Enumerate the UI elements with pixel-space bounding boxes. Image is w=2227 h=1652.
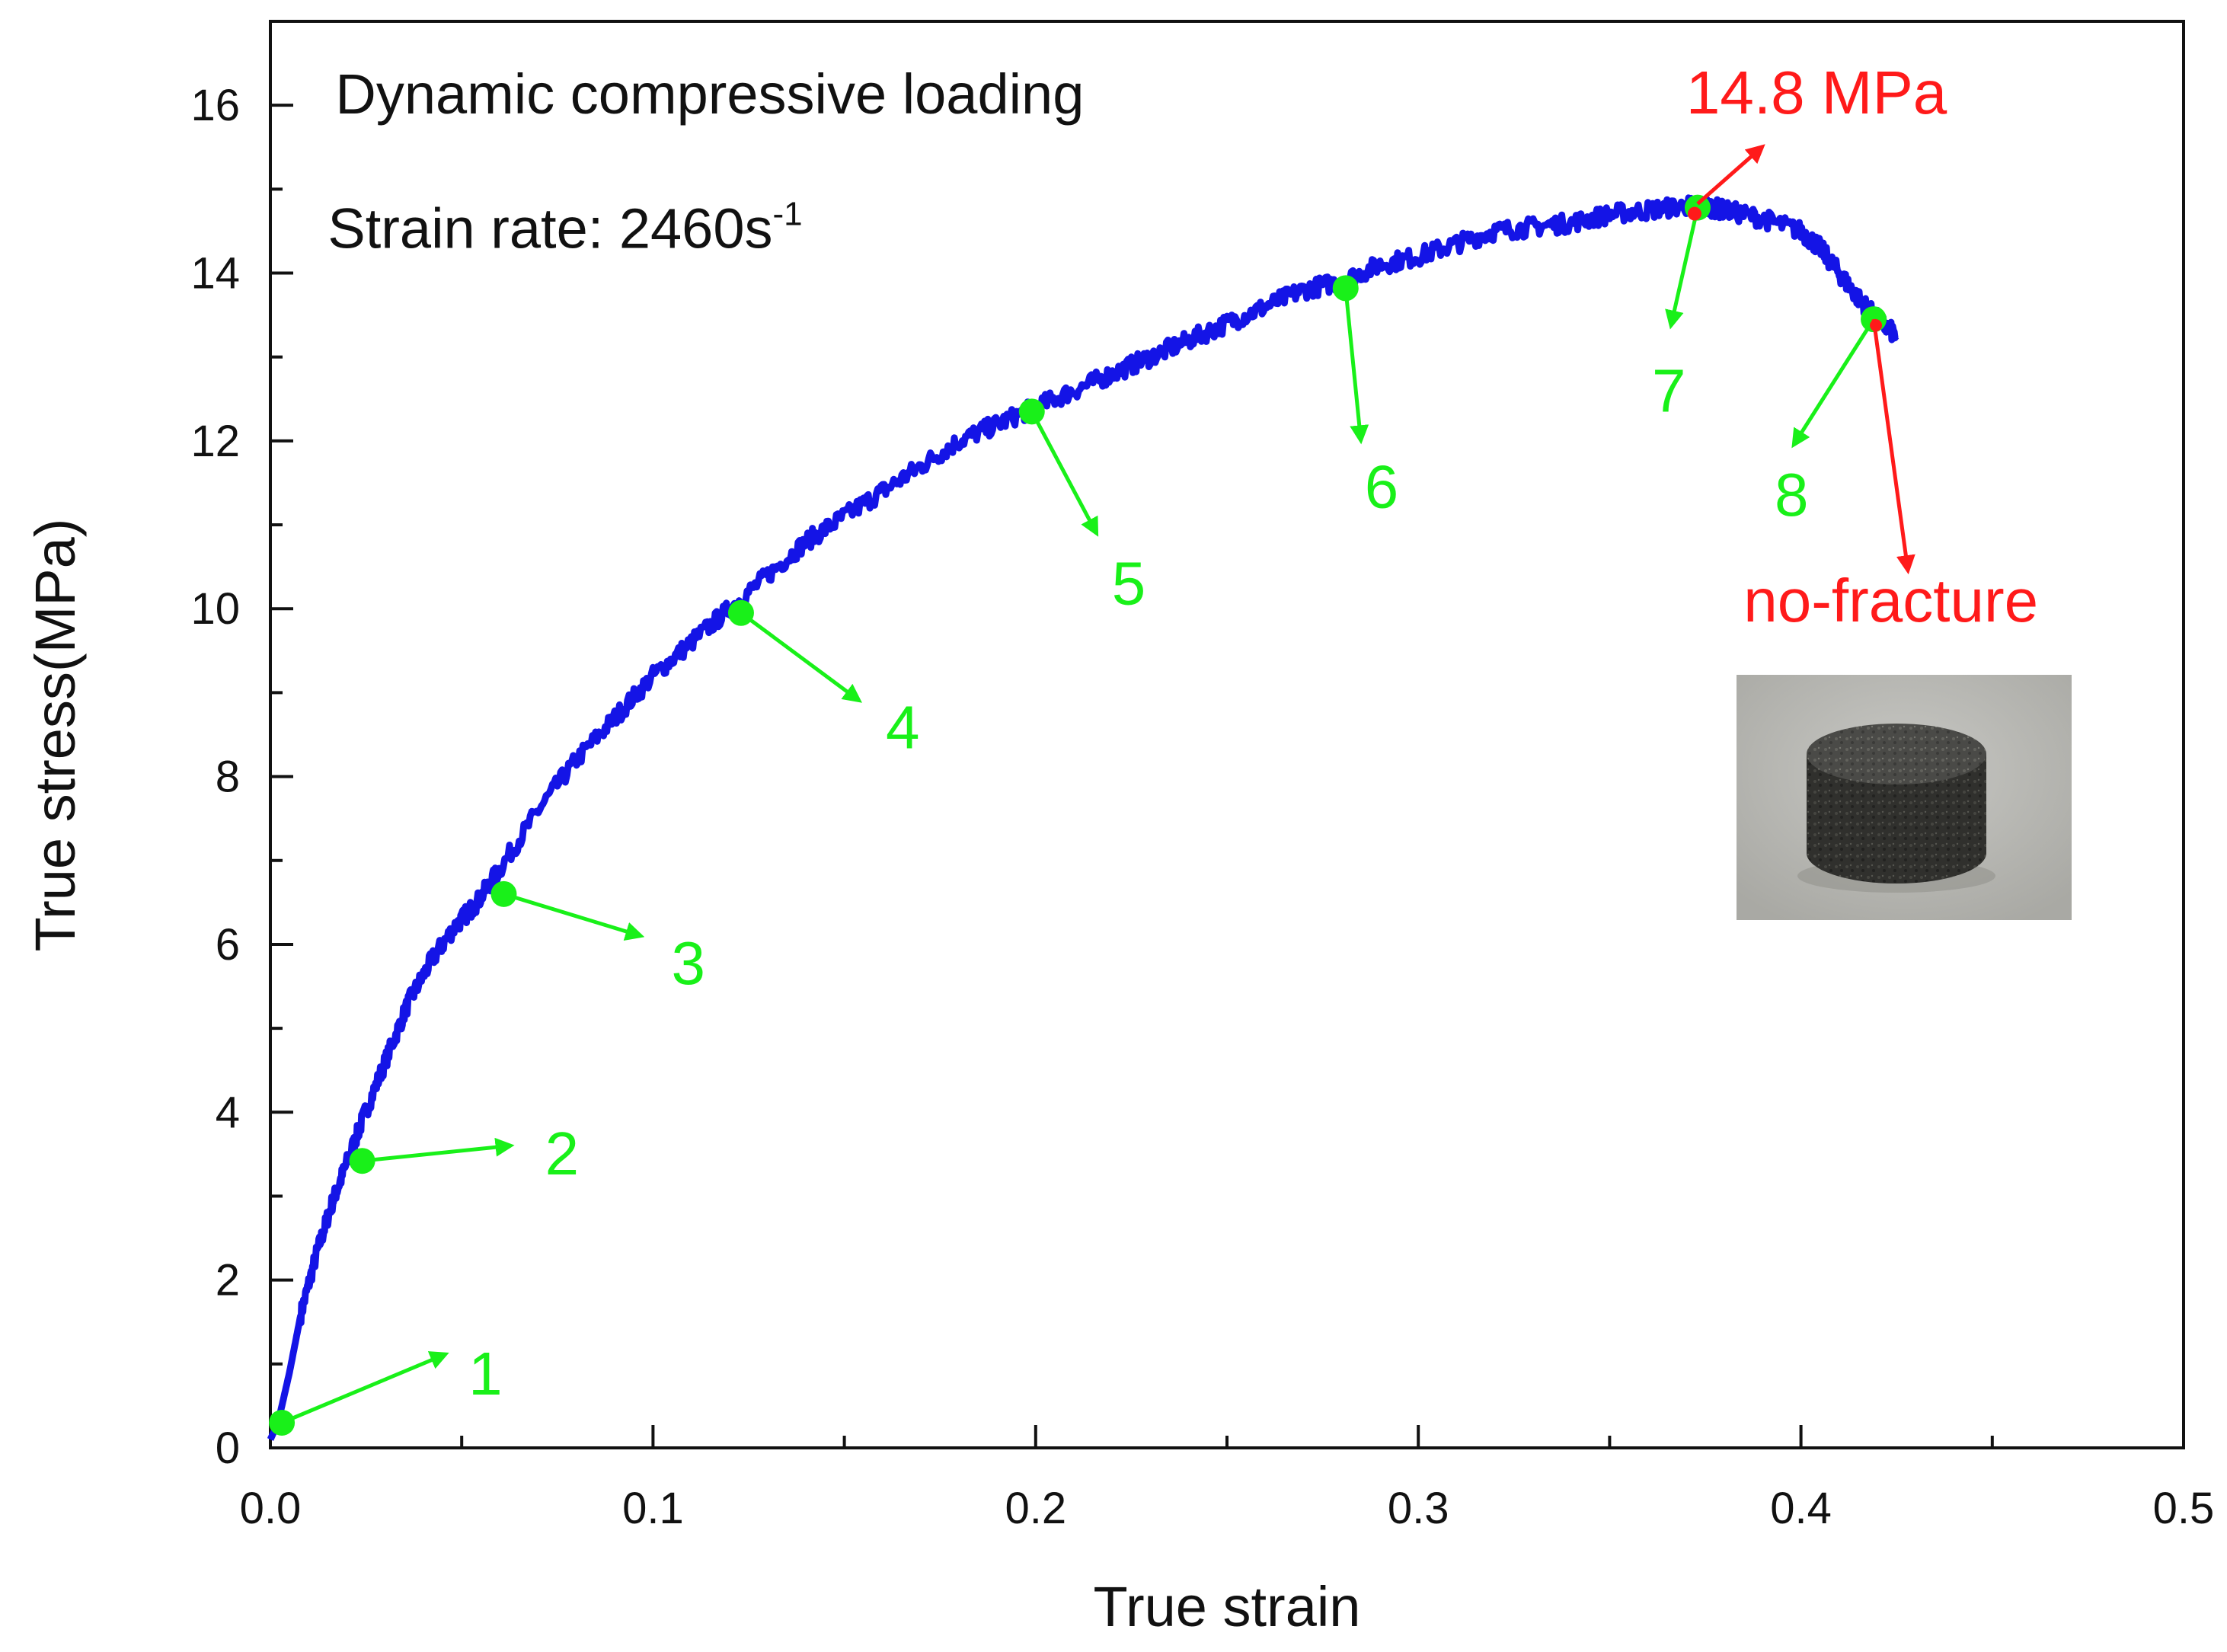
- strain-rate-annotation: Strain rate: 2460s-1: [328, 195, 802, 260]
- marker-point: [269, 1409, 296, 1436]
- marker-arrow: [1791, 318, 1876, 449]
- y-tick-label: 8: [216, 753, 240, 802]
- peak-arrow: [1696, 144, 1765, 206]
- loading-annotation: Dynamic compressive loading: [335, 62, 1084, 126]
- no-fracture-arrow: [1871, 318, 1915, 575]
- y-axis-title: True stress(MPa): [24, 519, 87, 952]
- marker-label: 3: [671, 929, 705, 997]
- marker-arrow: [740, 611, 862, 703]
- marker-arrow: [1344, 288, 1369, 445]
- marker-labels: 1 2 3 4 5 6 7 8: [468, 357, 1808, 1408]
- marker-point: [727, 599, 754, 626]
- y-tick-label: 16: [190, 81, 240, 130]
- strain-rate-text: Strain rate: 2460s: [328, 197, 772, 260]
- x-tick-label: 0.2: [1005, 1484, 1066, 1533]
- x-tick-label: 0.1: [622, 1484, 684, 1533]
- marker-arrow: [362, 1137, 515, 1163]
- marker-dots: [269, 194, 1887, 1436]
- y-tick-label: 6: [216, 920, 240, 970]
- peak-point: [1687, 206, 1701, 221]
- x-axis-tick-labels: 0.0 0.1 0.2 0.3 0.4 0.5: [240, 1484, 2215, 1533]
- x-tick-label: 0.3: [1388, 1484, 1449, 1533]
- marker-point: [490, 880, 517, 907]
- no-fracture-label: no-fracture: [1743, 567, 2038, 634]
- marker-label: 7: [1652, 357, 1686, 425]
- marker-arrow: [1665, 207, 1700, 330]
- marker-arrow: [1030, 411, 1099, 537]
- marker-point: [1332, 275, 1359, 302]
- marker-arrow: [503, 892, 645, 941]
- y-tick-label: 2: [216, 1256, 240, 1305]
- specimen-photo: [1737, 675, 2072, 920]
- marker-label: 6: [1365, 452, 1399, 520]
- y-tick-label: 10: [190, 584, 240, 634]
- marker-label: 2: [545, 1120, 580, 1187]
- x-tick-label: 0.4: [1770, 1484, 1832, 1533]
- x-axis-ticks: [269, 1425, 2185, 1448]
- y-tick-label: 12: [190, 417, 240, 466]
- x-axis-title: True strain: [1094, 1575, 1361, 1638]
- x-tick-label: 0.0: [240, 1484, 302, 1533]
- marker-point: [349, 1148, 375, 1174]
- x-tick-label: 0.5: [2153, 1484, 2215, 1533]
- y-axis-tick-labels: 0 2 4 6 8 10 12 14 16: [190, 81, 240, 1473]
- marker-label: 8: [1775, 461, 1809, 529]
- marker-arrow: [281, 1351, 449, 1425]
- y-tick-label: 14: [190, 249, 240, 299]
- strain-rate-superscript: -1: [772, 195, 802, 232]
- marker-point: [1018, 398, 1045, 425]
- marker-label: 5: [1112, 549, 1146, 617]
- y-tick-label: 0: [216, 1424, 240, 1473]
- y-axis-ticks: [270, 20, 293, 1449]
- peak-stress-label: 14.8 MPa: [1686, 59, 1947, 126]
- marker-label: 4: [886, 694, 920, 762]
- marker-label: 1: [468, 1340, 503, 1408]
- marker-arrows: [281, 207, 1876, 1425]
- y-tick-label: 4: [216, 1088, 240, 1137]
